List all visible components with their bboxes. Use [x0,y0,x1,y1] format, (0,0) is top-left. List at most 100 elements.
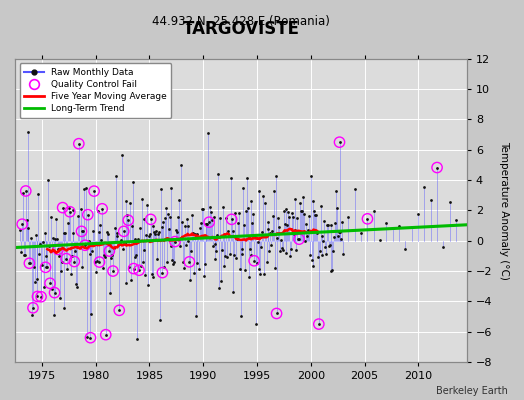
Point [201,221,210,227]
Point [251,234,259,240]
Point [224,228,232,234]
Point [260,271,268,277]
Point [98,206,106,212]
Point [270,265,279,272]
Point [95,259,104,265]
Point [328,267,336,273]
Point [264,219,272,226]
Point [20,252,29,258]
Point [200,272,208,279]
Point [116,240,124,246]
Point [84,212,92,218]
Point [253,260,261,266]
Point [37,294,45,300]
Point [213,232,222,238]
Point [199,206,207,212]
Point [141,271,149,278]
Point [16,226,25,233]
Point [125,263,133,270]
Point [351,186,359,192]
Point [124,217,133,224]
Point [170,258,178,265]
Point [257,244,266,250]
Point [53,236,61,242]
Point [64,220,72,226]
Point [50,290,59,296]
Point [299,229,308,236]
Point [439,244,447,250]
Point [146,230,154,237]
Point [68,252,76,259]
Point [51,235,60,242]
Point [41,264,50,270]
Point [71,248,80,254]
Point [103,230,112,237]
Point [247,252,256,258]
Point [268,228,276,235]
Point [193,231,202,237]
Point [233,236,241,243]
Point [111,225,119,231]
Point [41,264,50,270]
Point [290,227,299,234]
Point [84,212,92,218]
Point [133,336,141,342]
Point [48,286,56,292]
Point [242,208,250,214]
Point [181,223,189,229]
Point [68,230,77,236]
Point [414,210,422,217]
Point [171,238,179,245]
Point [172,227,180,233]
Point [132,252,140,258]
Point [363,216,372,222]
Point [49,235,57,242]
Point [327,268,335,274]
Point [18,221,26,227]
Point [40,230,49,236]
Point [205,219,213,225]
Point [25,260,34,266]
Point [42,253,51,260]
Point [39,284,48,290]
Point [28,311,36,318]
Point [29,305,37,311]
Point [209,243,217,249]
Point [241,267,249,274]
Point [70,258,79,265]
Point [335,139,344,145]
Point [63,266,71,272]
Point [229,228,237,235]
Point [281,250,290,256]
Point [298,208,306,214]
Point [166,214,174,220]
Point [60,304,69,311]
Point [151,230,159,237]
Point [192,259,201,266]
Point [203,220,212,227]
Point [189,230,197,236]
Point [29,305,37,311]
Point [24,224,32,231]
Point [101,254,109,260]
Point [315,248,324,254]
Point [227,216,236,222]
Point [122,280,130,287]
Point [147,216,155,222]
Point [220,232,228,238]
Y-axis label: Temperature Anomaly (°C): Temperature Anomaly (°C) [499,141,509,280]
Point [186,277,194,283]
Point [295,236,303,242]
Point [216,278,225,284]
Point [81,242,89,248]
Point [173,214,182,220]
Point [168,257,177,263]
Point [54,246,62,253]
Point [279,247,287,253]
Point [45,243,53,250]
Point [172,229,181,235]
Point [79,228,88,234]
Point [75,244,84,250]
Point [325,241,334,248]
Point [37,294,45,300]
